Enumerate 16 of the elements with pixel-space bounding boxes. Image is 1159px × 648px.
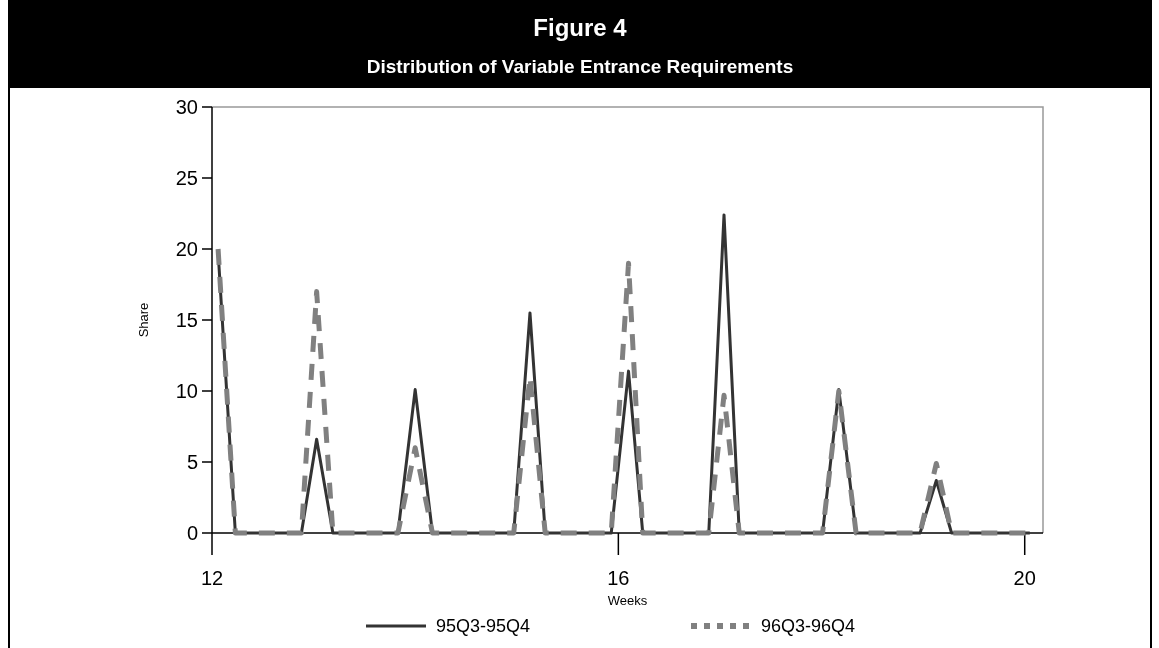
y-tick-label: 5 — [186, 451, 198, 473]
y-tick-label: 25 — [175, 167, 198, 189]
y-axis-title: Share — [136, 302, 151, 338]
chart-subtitle: Distribution of Variable Entrance Requirements — [366, 56, 794, 77]
chart-title: Figure 4 — [533, 14, 628, 41]
legend-label: 95Q3-95Q4 — [436, 616, 531, 637]
x-tick-label: 20 — [1013, 567, 1036, 589]
x-tick-label: 16 — [607, 567, 630, 589]
y-tick-label: 20 — [175, 238, 198, 260]
y-tick-label: 15 — [175, 309, 198, 331]
legend-label: 96Q3-96Q4 — [761, 616, 856, 637]
y-tick-label: 30 — [175, 96, 198, 118]
y-tick-label: 0 — [186, 522, 198, 544]
x-axis-title: Weeks — [607, 593, 648, 608]
y-tick-label: 10 — [175, 380, 198, 402]
x-tick-label: 12 — [200, 567, 224, 589]
